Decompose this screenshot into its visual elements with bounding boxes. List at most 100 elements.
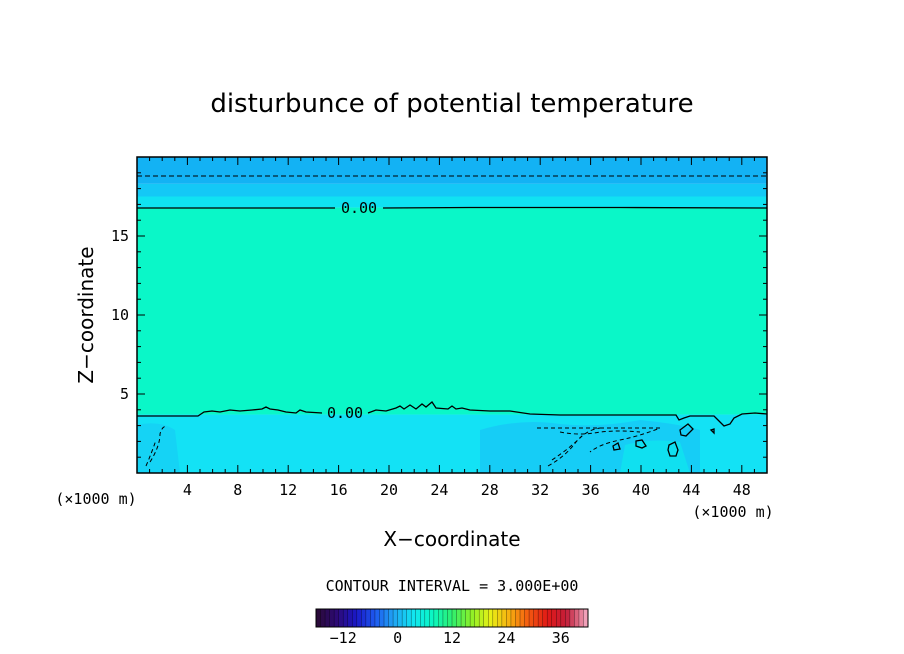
x-tick-label: 20: [380, 481, 398, 499]
colorbar-cell: [452, 609, 458, 627]
colorbar-cell: [325, 609, 331, 627]
colorbar-cell: [492, 609, 498, 627]
colorbar-cell: [542, 609, 548, 627]
colorbar-cell: [442, 609, 448, 627]
colorbar-cell: [529, 609, 535, 627]
colorbar-cell: [474, 609, 480, 627]
colorbar-cell: [479, 609, 485, 627]
colorbar-cell: [347, 609, 353, 627]
x-axis: 4 8 12 16 20 24 28 32 36 40 44 48: [149, 157, 755, 499]
x-tick-label: 12: [279, 481, 297, 499]
chart-title: disturbunce of potential temperature: [210, 89, 693, 119]
y-tick-label: 15: [111, 227, 129, 245]
colorbar-cell: [411, 609, 417, 627]
colorbar-cell: [515, 609, 521, 627]
colorbar-cell: [334, 609, 340, 627]
colorbar-cell: [384, 609, 390, 627]
region-band-2: [137, 196, 767, 208]
x-tick-label: 40: [632, 481, 650, 499]
colorbar-cell: [483, 609, 489, 627]
colorbar-cell: [533, 609, 539, 627]
contour-label-upper: 0.00: [341, 199, 377, 217]
zero-contour-lower: [137, 401, 767, 427]
y-axis-label: Z−coordinate: [74, 246, 98, 383]
colorbar-cell: [556, 609, 562, 627]
colorbar-frame: [315, 608, 589, 628]
x-tick-label: 8: [233, 481, 242, 499]
colorbar-cell: [578, 609, 584, 627]
y-tick-label: 5: [120, 385, 129, 403]
colorbar-cell: [338, 609, 344, 627]
y-tick-label: 10: [111, 306, 129, 324]
colorbar-cell: [470, 609, 476, 627]
colorbar-cell: [438, 609, 444, 627]
region-band-1: [137, 183, 767, 197]
colorbar-cell: [520, 609, 526, 627]
colorbar-cell: [374, 609, 380, 627]
colorbar-cell: [415, 609, 421, 627]
cold-patch: [620, 440, 690, 473]
colorbar-cell: [560, 609, 566, 627]
colorbar-cell: [538, 609, 544, 627]
colorbar-cell: [551, 609, 557, 627]
colorbar-cell: [365, 609, 371, 627]
colorbar-tick-label: −12: [330, 629, 357, 647]
low-level-shading: [137, 420, 700, 473]
colorbar-cell: [456, 609, 462, 627]
colorbar-cell: [583, 609, 589, 627]
colorbar-cell: [424, 609, 430, 627]
colorbar-cell: [393, 609, 399, 627]
colorbar-cell: [565, 609, 571, 627]
colorbar-cell: [574, 609, 580, 627]
x-tick-label: 16: [330, 481, 348, 499]
colorbar-cell: [379, 609, 385, 627]
x-tick-label: 48: [733, 481, 751, 499]
colorbar-cell: [352, 609, 358, 627]
plot-area: [137, 157, 767, 473]
colorbar-cell: [356, 609, 362, 627]
left-patch: [137, 423, 180, 473]
colorbar-tick-label: 12: [443, 629, 461, 647]
colorbar-cell: [488, 609, 494, 627]
contour-interval: CONTOUR INTERVAL = 3.000E+00: [326, 577, 579, 595]
colorbar-cell: [506, 609, 512, 627]
colorbar-cell: [461, 609, 467, 627]
x-tick-label: 24: [430, 481, 448, 499]
contour-label-lower: 0.00: [327, 404, 363, 422]
colorbar-cell: [547, 609, 553, 627]
colorbar-tick-label: 36: [552, 629, 570, 647]
colorbar-cell: [497, 609, 503, 627]
dashed-contours-lower: [145, 425, 661, 467]
zero-contour-upper: [137, 206, 767, 209]
y-axis-unit: (×1000 m): [55, 490, 136, 508]
x-tick-label: 36: [582, 481, 600, 499]
colorbar-cell: [524, 609, 530, 627]
colorbar-cell: [429, 609, 435, 627]
colorbar-cell: [343, 609, 349, 627]
colorbar-cell: [361, 609, 367, 627]
colorbar-tick-label: 0: [393, 629, 402, 647]
x-tick-label: 32: [531, 481, 549, 499]
region-band-0: [137, 157, 767, 184]
x-axis-label: X−coordinate: [383, 527, 520, 551]
colorbar-tick-label: 24: [497, 629, 515, 647]
colorbar-cell: [402, 609, 408, 627]
colorbar-cell: [569, 609, 575, 627]
colorbar-cell: [397, 609, 403, 627]
colorbar-cell: [316, 609, 322, 627]
colorbar-cell: [329, 609, 335, 627]
colorbar-cell: [465, 609, 471, 627]
colorbar-cell: [388, 609, 394, 627]
x-tick-label: 28: [481, 481, 499, 499]
colorbar-cell: [447, 609, 453, 627]
colorbar-cell: [501, 609, 507, 627]
x-axis-unit: (×1000 m): [692, 503, 773, 521]
x-tick-label: 44: [682, 481, 700, 499]
colorbar-cell: [420, 609, 426, 627]
colorbar-cell: [510, 609, 516, 627]
colorbar-cell: [370, 609, 376, 627]
x-tick-label: 4: [183, 481, 192, 499]
colorbar: −12 0 12 24 36: [315, 608, 589, 647]
colorbar-cell: [406, 609, 412, 627]
